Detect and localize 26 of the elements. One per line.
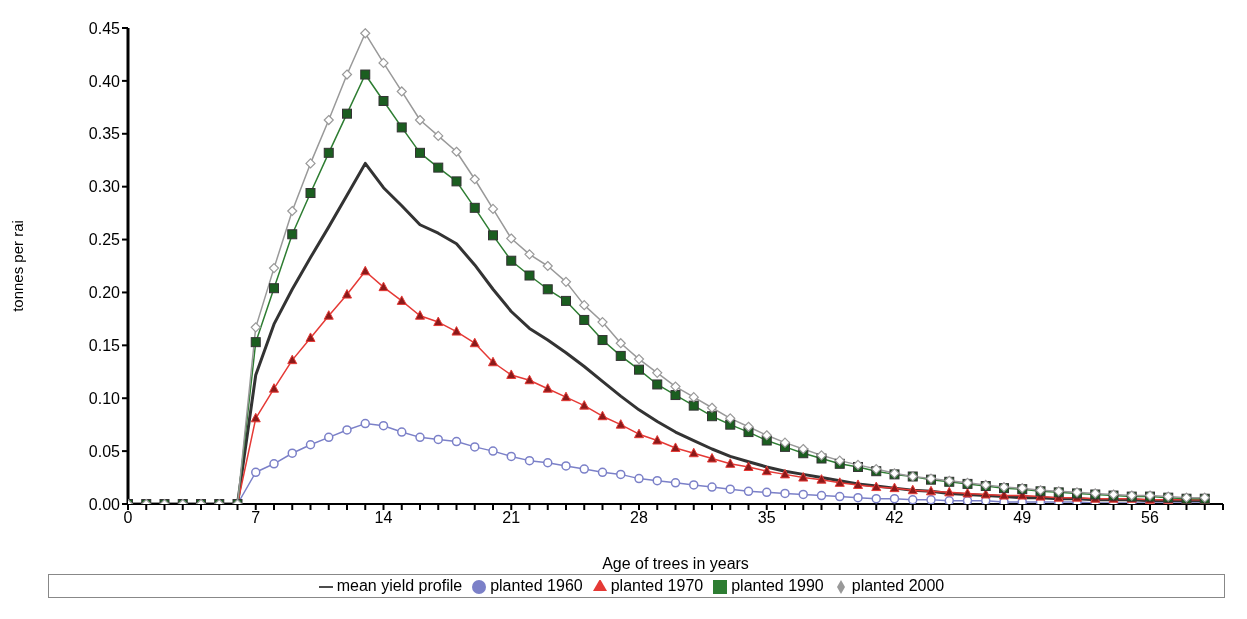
x-tick-label: 42: [885, 509, 904, 527]
y-tick-label: 0.20: [88, 284, 121, 302]
x-tick-label: 21: [502, 509, 521, 527]
y-tick-label: 0.45: [88, 19, 121, 37]
x-axis-title: Age of trees in years: [602, 555, 749, 572]
y-tick-label: 0.05: [88, 442, 121, 460]
y-tick-label: 0.35: [88, 125, 121, 143]
x-tick-label: 28: [630, 509, 648, 527]
x-tick-label: 7: [251, 509, 261, 527]
x-tick-label: 49: [1013, 509, 1032, 527]
y-tick-label: 0.10: [88, 389, 121, 407]
y-tick-label: 0.30: [88, 178, 121, 196]
y-tick-label: 0.40: [88, 72, 121, 90]
y-axis-title: tonnes per rai: [9, 220, 27, 312]
legend-label: mean yield profile: [336, 577, 463, 594]
x-tick-label: 0: [123, 509, 133, 527]
y-tick-label: 0.25: [88, 231, 121, 249]
legend-label: planted 2000: [851, 577, 945, 594]
legend-label: planted 1990: [731, 577, 824, 594]
legend-label: planted 1970: [610, 577, 704, 594]
y-tick-label: 0.15: [88, 337, 121, 355]
x-tick-label: 35: [757, 509, 776, 527]
x-tick-label: 56: [1141, 509, 1159, 527]
x-tick-label: 14: [374, 509, 393, 527]
legend-label: planted 1960: [490, 577, 583, 594]
y-tick-label: 0.00: [88, 495, 121, 513]
